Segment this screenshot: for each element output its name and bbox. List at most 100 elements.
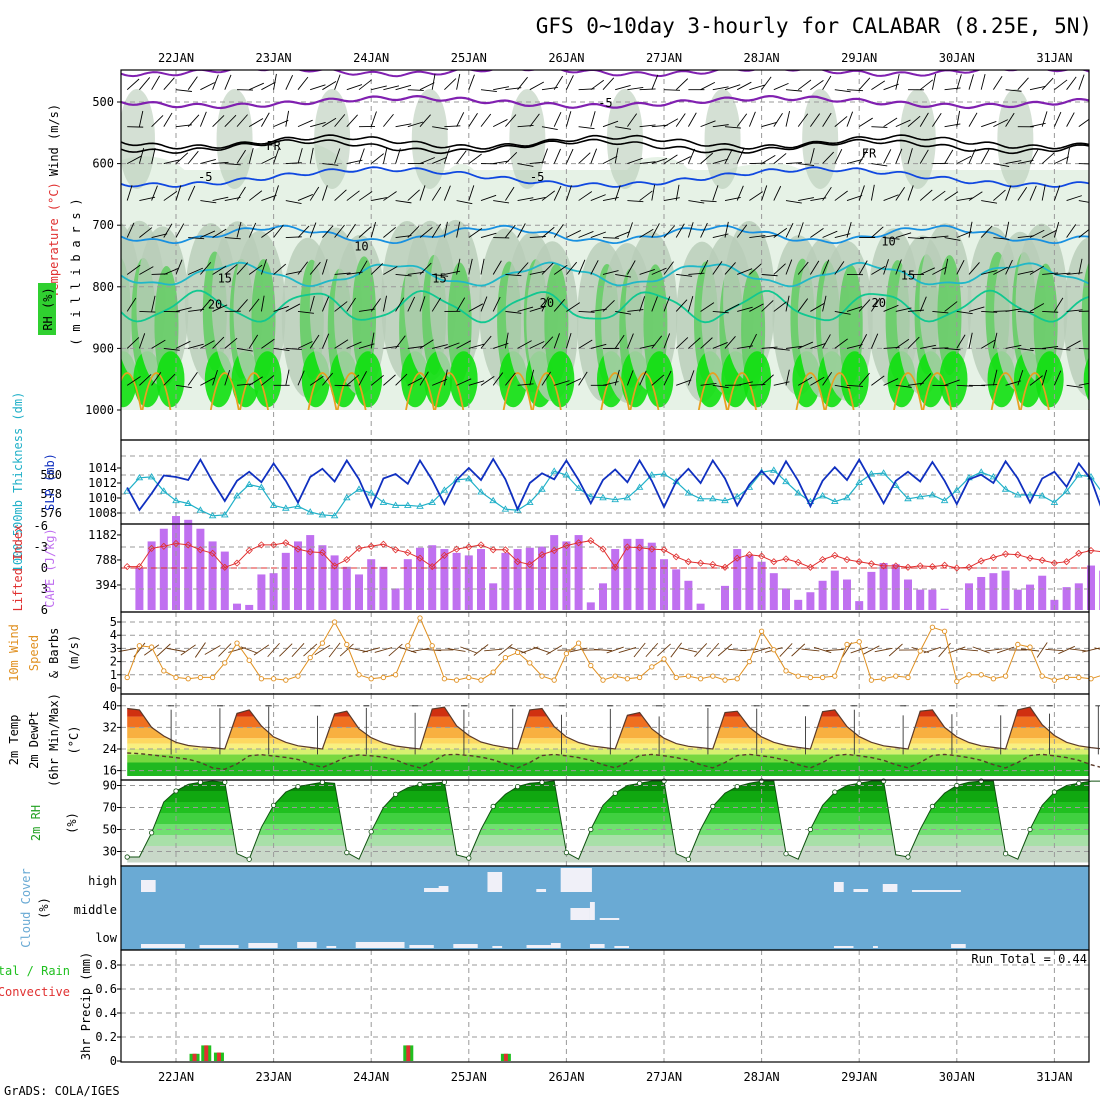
wind10m-axis-label: 10m Wind xyxy=(7,624,21,682)
thickness-point xyxy=(562,471,571,478)
wind-barb xyxy=(834,310,851,315)
cloud-bar xyxy=(550,943,561,948)
rh-cell-max xyxy=(354,351,383,408)
wind-barb xyxy=(334,74,341,90)
li-point xyxy=(477,541,485,549)
axis-tick-label: 1000 xyxy=(85,403,114,417)
wind-barb xyxy=(297,370,305,386)
wind-barb xyxy=(846,344,863,349)
cape-li-panel: 394 788 1182 -6 -3 0 3 6 Lifted Index CAPE (J/k… xyxy=(11,516,1100,617)
thickness-point xyxy=(1062,487,1071,494)
wind-barb xyxy=(261,156,276,165)
wind-barb xyxy=(175,307,192,312)
rh2m-panel: 30 50 70 90 2m RH (%) xyxy=(29,778,1100,867)
rh-point xyxy=(710,803,716,810)
rh-point xyxy=(246,856,252,862)
wind-barb xyxy=(798,163,815,166)
thickness-point xyxy=(501,505,510,512)
millibars-letter: a xyxy=(69,240,83,247)
wind-barb xyxy=(846,306,863,312)
axis-tick-label: 40 xyxy=(103,699,117,713)
wind10m-point xyxy=(380,674,387,681)
wind-barb xyxy=(151,233,168,238)
li-point xyxy=(1075,549,1083,557)
wind-barb xyxy=(553,185,562,201)
temp-band xyxy=(127,754,1089,763)
wind-barb xyxy=(456,378,472,386)
cape-bar xyxy=(1001,570,1010,610)
rh-point xyxy=(929,803,936,810)
li-point xyxy=(514,558,522,566)
wind-barb xyxy=(163,267,179,275)
wind10m-point xyxy=(307,654,313,661)
thickness-point xyxy=(684,489,693,496)
thickness-point xyxy=(623,493,632,501)
wind10m-barb xyxy=(679,647,698,653)
wind-barb xyxy=(200,158,216,165)
li-point xyxy=(148,544,156,552)
wind-barb xyxy=(968,191,983,201)
wind-barb xyxy=(724,303,740,312)
precip-conv-bar xyxy=(406,1045,411,1061)
date-label-bottom: 23JAN xyxy=(256,1070,292,1084)
wind-barb xyxy=(1054,347,1071,351)
wind-barb xyxy=(212,336,225,349)
wind-barb xyxy=(358,226,372,238)
wind-barb xyxy=(907,309,924,312)
wind10m-barb xyxy=(314,644,331,656)
axis-tick-label: 5 xyxy=(110,615,117,629)
cloud-bar xyxy=(951,944,966,948)
cloud-axis-label: Cloud Cover xyxy=(19,868,33,947)
wind-barb xyxy=(1091,270,1100,274)
wind-barb xyxy=(382,147,388,164)
wind-barb xyxy=(468,74,475,90)
wind-barb xyxy=(370,222,377,238)
wind-barb xyxy=(383,226,397,238)
cape-bar xyxy=(757,561,766,610)
wind-barb xyxy=(224,114,237,127)
wind-barb xyxy=(200,377,215,386)
wind-barb xyxy=(663,333,671,349)
li-point xyxy=(123,563,131,571)
wind-barb xyxy=(1091,155,1100,164)
cape-bar xyxy=(672,569,681,610)
cloud-bar xyxy=(599,918,620,920)
wind-barb xyxy=(773,301,787,312)
rh-point xyxy=(1076,780,1082,786)
wind-barb xyxy=(529,161,546,165)
li-point xyxy=(1050,559,1058,567)
wind-barb xyxy=(626,370,634,386)
wind10m-point xyxy=(856,639,862,645)
wind-barb xyxy=(565,148,574,164)
minmax-axis-label: (6hr Min/Max) xyxy=(47,693,61,787)
thickness-point xyxy=(477,488,485,495)
contour-label: FR xyxy=(266,139,281,153)
wind10m-point xyxy=(1039,673,1045,679)
wind-barb xyxy=(919,149,929,164)
thickness-point xyxy=(916,492,924,500)
li-point xyxy=(245,546,253,555)
wind-barb xyxy=(151,147,156,164)
wind-barb xyxy=(541,126,558,131)
wind-barb xyxy=(871,226,884,238)
wind-barb xyxy=(614,185,621,201)
wind-barb xyxy=(1066,76,1077,90)
cape-bar xyxy=(477,549,485,610)
thickness-point xyxy=(843,493,851,501)
wind10m-point xyxy=(880,676,887,682)
wind-barb xyxy=(761,154,776,164)
wind10m-barb xyxy=(240,646,258,654)
wind10m-point xyxy=(344,641,350,648)
wind10m-barb xyxy=(350,647,368,653)
wind10m-units-label: (m/s) xyxy=(67,635,81,671)
wind10m-point xyxy=(392,672,399,678)
wind-barb xyxy=(529,369,535,386)
wind10m-point xyxy=(258,676,265,682)
wind-barb xyxy=(432,378,448,386)
thickness-tick-label: 580 xyxy=(40,468,62,482)
wind-barb xyxy=(1005,160,1022,165)
thickness-point xyxy=(770,466,778,473)
contour-label: -5 xyxy=(198,170,212,184)
wind-barb xyxy=(688,200,705,204)
li-point xyxy=(697,559,705,567)
